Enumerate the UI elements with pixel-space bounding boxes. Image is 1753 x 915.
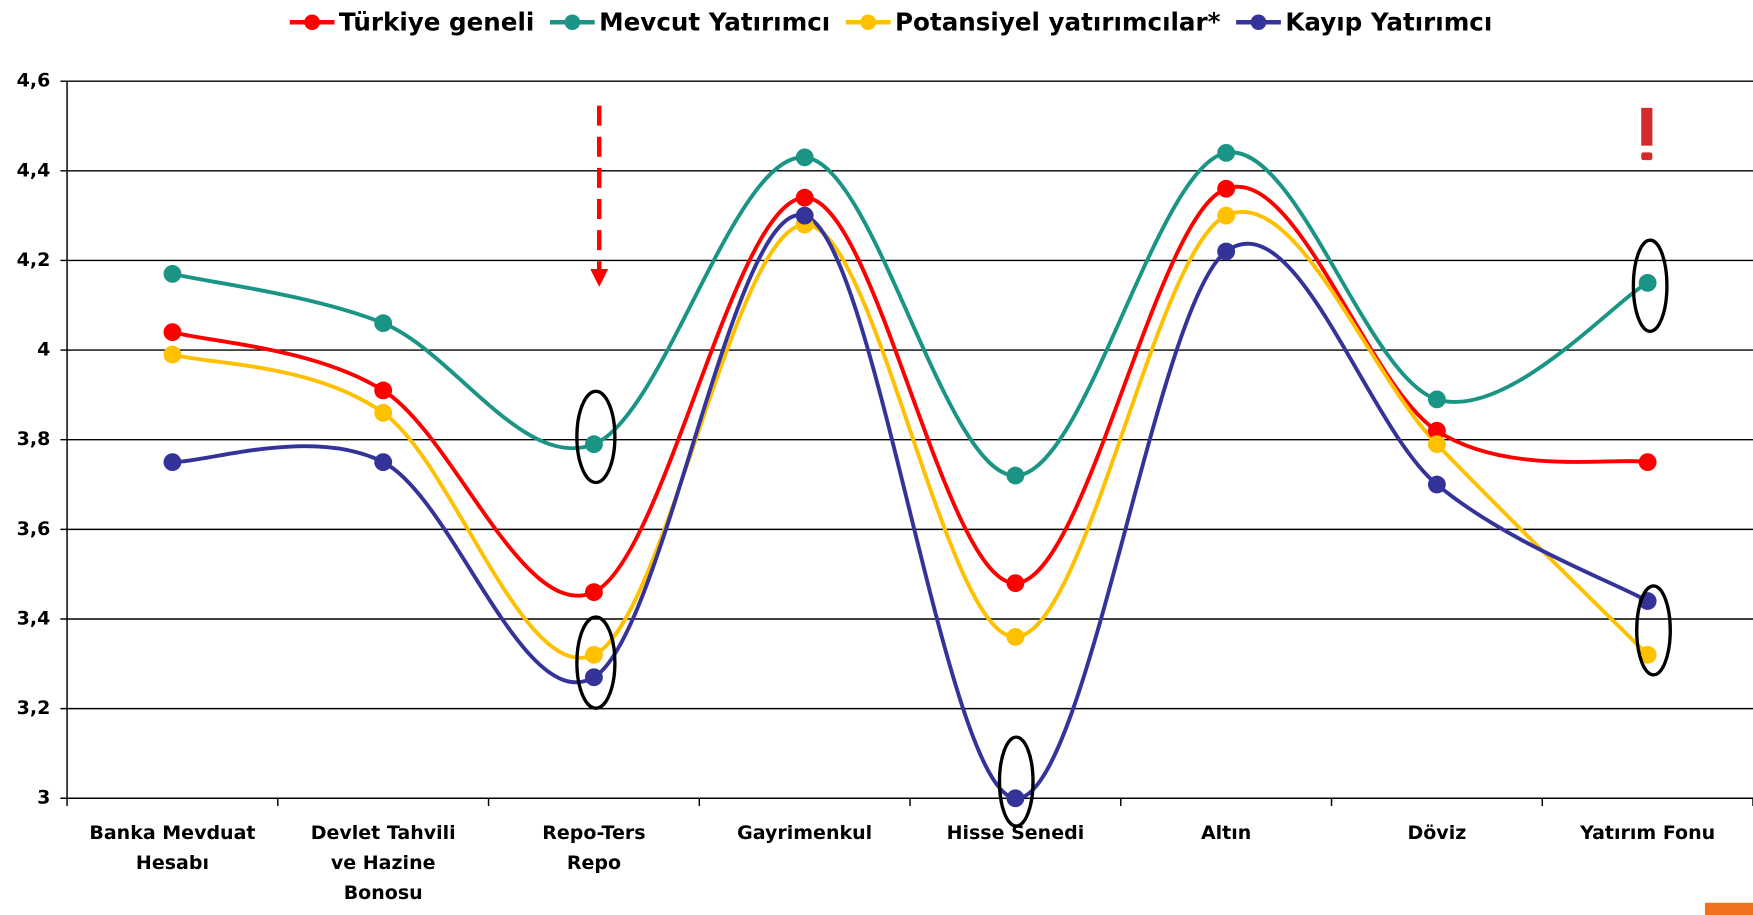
exclamation-dot [1641,152,1653,161]
grid: 3 3,2 3,4 3,6 3,8 4 4,2 4,4 4,6 [17,70,1753,809]
x-tick-label: Devlet Tahvili ve Hazine Bonosu [310,822,456,905]
legend-item: Kayıp Yatırımcı [1236,7,1492,36]
data-point [1427,421,1446,440]
data-point [1427,390,1446,409]
data-point [795,206,814,225]
y-tick-label: 4,2 [17,249,51,271]
series-line [171,210,1650,660]
arrow-head [590,269,609,287]
legend: Türkiye geneli Mevcut Yatırımcı Potansiyel… [289,7,1492,36]
data-point [584,583,603,601]
data-point [584,668,603,687]
series-line [172,213,1649,801]
data-point [163,453,182,472]
highlight-ellipse [997,735,1035,828]
x-tick-label: Banka Mevduat Hesabı [89,822,256,875]
data-point [1427,435,1446,454]
data-point [1638,453,1657,472]
data-point [1006,574,1025,593]
legend-label: Potansiyel yatırımcılar* [895,7,1221,36]
y-tick-label: 4 [37,339,50,361]
data-point [584,645,603,664]
highlight-ellipse [575,615,617,710]
highlight-ellipse [1631,238,1669,333]
legend-item: Türkiye geneli [289,7,534,36]
legend-marker [1250,14,1267,31]
data-point [584,435,603,454]
y-tick-label: 3,6 [17,518,51,540]
highlight-ellipse [1635,584,1672,677]
data-point [163,264,182,283]
legend-marker [564,14,581,31]
series-line [171,184,1648,598]
legend-label: Kayıp Yatırımcı [1285,7,1492,36]
highlight-ellipses [575,238,1672,828]
x-tick-label: Altın [1200,822,1252,845]
exclamation-bar [1641,107,1653,146]
series-lines [163,143,1657,808]
data-point [1217,179,1236,198]
data-point [1006,466,1025,485]
data-point [374,314,393,333]
data-point [163,323,182,342]
corner-mark [1704,902,1753,915]
y-tick-label: 4,4 [17,159,51,181]
x-tick-label: Yatırım Fonu [1580,822,1716,845]
legend-item: Potansiyel yatırımcılar* [845,7,1221,36]
data-point [1217,206,1236,225]
y-tick-label: 3,2 [17,697,51,719]
data-point [374,381,393,400]
data-point [1638,273,1657,292]
y-tick-label: 3,8 [17,428,51,450]
data-point [1217,242,1236,261]
highlight-ellipse [575,389,617,485]
x-tick-label: Döviz [1407,822,1467,845]
data-point [163,345,182,364]
data-point [795,188,814,207]
legend-marker [304,14,320,31]
legend-label: Türkiye geneli [339,7,534,36]
y-tick-label: 3 [37,787,50,809]
legend-item: Mevcut Yatırımcı [549,7,830,36]
data-point [1638,645,1657,664]
data-point [1006,789,1025,808]
x-tick-label: Repo-Ters Repo [542,822,646,875]
data-point [374,403,393,422]
annotations [590,105,1653,287]
legend-label: Mevcut Yatırımcı [599,7,830,36]
data-point [374,453,393,472]
y-tick-label: 3,4 [17,608,51,630]
x-tick-label: Gayrimenkul [737,822,873,845]
y-tick-label: 4,6 [17,70,51,92]
data-point [1006,628,1025,646]
data-point [1427,475,1446,494]
data-point [1217,143,1236,162]
data-point [795,148,814,167]
x-tick-label: Hisse Senedi [946,822,1085,845]
legend-marker [860,14,877,31]
series-line [172,150,1649,478]
